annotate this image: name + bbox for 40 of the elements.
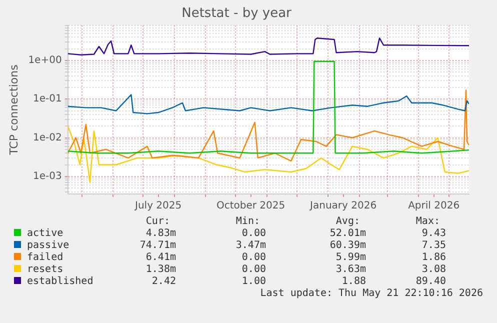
text: 7.35 — [422, 240, 446, 251]
text: 1.38m — [146, 264, 176, 275]
text: 0.00 — [242, 228, 266, 239]
text: 52.01m — [330, 228, 366, 239]
text: 0.00 — [242, 252, 266, 263]
legend-label: established — [26, 276, 94, 287]
x-tick-label: July 2025 — [134, 200, 182, 212]
x-tick-label: October 2025 — [216, 200, 286, 212]
text: Cur: — [146, 216, 170, 227]
text: 3.08 — [422, 264, 446, 275]
text: 5.99m — [336, 252, 366, 263]
legend-label: active — [26, 228, 64, 239]
y-tick-label: 1e-02 — [32, 132, 62, 144]
text: 74.71m — [140, 240, 176, 251]
text: 4.83m — [146, 228, 176, 239]
text: 1.88 — [342, 276, 366, 287]
y-axis-title: TCP connections — [7, 64, 20, 156]
text: 3.63m — [336, 264, 366, 275]
x-tick-label: January 2026 — [309, 200, 377, 212]
text: Avg: — [336, 216, 360, 227]
text: 2.42 — [152, 276, 176, 287]
text: 6.41m — [146, 252, 176, 263]
chart-title: Netstat - by year — [182, 6, 292, 22]
legend-label: passive — [26, 240, 70, 251]
y-tick-label: 1e-01 — [32, 94, 62, 105]
text: 1.86 — [422, 252, 446, 263]
text: 89.40 — [416, 276, 446, 287]
legend-label: failed — [26, 252, 64, 263]
y-tick-label: 1e-03 — [32, 170, 62, 182]
x-tick-label: April 2026 — [408, 200, 460, 212]
text: 60.39m — [330, 240, 366, 251]
text: 3.47m — [236, 240, 266, 251]
text: Max: — [416, 216, 440, 227]
y-tick-label: 1e+00 — [28, 55, 62, 66]
text: 0.00 — [242, 264, 266, 275]
text: Min: — [236, 216, 260, 227]
text: 1.00 — [242, 276, 266, 287]
text: 9.43 — [422, 228, 446, 239]
text: Last update: Thu May 21 22:10:16 2026 — [259, 288, 484, 299]
legend-label: resets — [26, 264, 64, 275]
